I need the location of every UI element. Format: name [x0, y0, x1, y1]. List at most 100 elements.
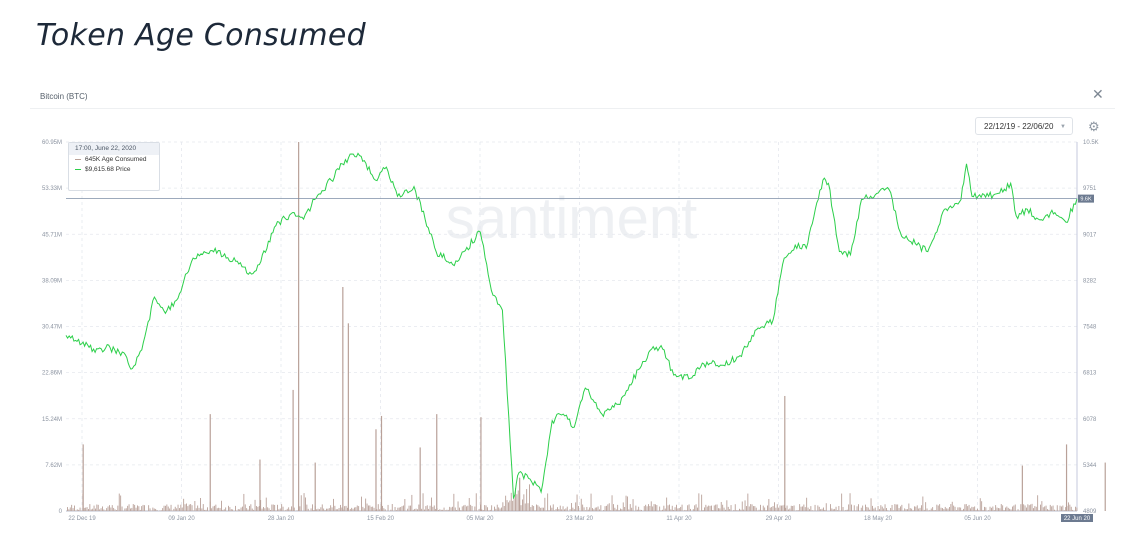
age-consumed-bar — [632, 499, 634, 511]
age-consumed-spike — [380, 415, 383, 511]
age-consumed-bar — [415, 508, 417, 511]
age-consumed-spike — [292, 389, 294, 511]
age-consumed-bar — [289, 509, 291, 511]
age-consumed-bar — [377, 504, 379, 511]
age-consumed-bar — [754, 506, 756, 511]
age-consumed-bar — [821, 508, 823, 511]
age-consumed-bar — [543, 507, 544, 511]
age-consumed-bar — [254, 499, 256, 511]
age-consumed-bar — [652, 506, 654, 511]
age-consumed-bar — [97, 504, 99, 511]
age-consumed-bar — [1003, 509, 1005, 511]
age-consumed-bar — [790, 505, 792, 511]
age-consumed-bar — [1070, 506, 1072, 511]
age-consumed-bar — [933, 510, 935, 511]
age-consumed-bar — [194, 501, 196, 511]
age-consumed-bar — [228, 505, 229, 511]
age-consumed-bar — [641, 509, 642, 511]
age-consumed-bar — [526, 489, 528, 511]
age-consumed-bar — [279, 508, 281, 511]
age-consumed-spike — [314, 462, 316, 511]
age-consumed-bar — [522, 499, 523, 511]
age-consumed-bar — [1027, 504, 1029, 511]
age-consumed-bar — [551, 507, 553, 511]
age-consumed-bar — [72, 508, 74, 511]
age-consumed-bar — [246, 508, 248, 511]
age-consumed-bar — [792, 505, 794, 511]
date-range-picker[interactable]: 22/12/19 - 22/06/20 ▼ — [975, 117, 1073, 135]
age-consumed-bar — [582, 504, 584, 511]
tooltip-row-price: $9,615.68 Price — [69, 165, 159, 175]
age-consumed-bar — [823, 507, 824, 511]
x-tick-label: 28 Jan 20 — [268, 516, 295, 522]
chart-plot[interactable]: santiment 0 4809 7.62M 5344 15.24M 6078 22.86M 6… — [30, 126, 1120, 536]
age-consumed-bar — [793, 505, 795, 511]
age-consumed-bar — [1030, 504, 1032, 511]
age-consumed-bar — [991, 507, 992, 511]
age-consumed-bar — [400, 507, 402, 511]
age-consumed-bar — [481, 509, 483, 511]
age-consumed-bar — [134, 504, 136, 511]
age-consumed-bar — [755, 507, 757, 511]
age-consumed-bar — [599, 509, 600, 511]
age-consumed-bar — [968, 504, 970, 511]
age-consumed-bar — [919, 507, 921, 511]
age-consumed-bar — [330, 505, 332, 511]
age-consumed-bar — [446, 509, 448, 511]
age-consumed-bar — [1013, 505, 1015, 511]
age-consumed-bar — [645, 504, 647, 511]
age-consumed-bar — [167, 506, 169, 511]
x-crosshair-label: 22 Jun 20 — [1064, 516, 1091, 522]
age-consumed-bar — [873, 508, 875, 511]
y-left-tick-label: 60.95M — [42, 140, 62, 146]
gear-icon[interactable]: ⚙ — [1088, 119, 1100, 134]
age-consumed-spike — [436, 414, 438, 511]
age-consumed-bar — [135, 507, 137, 511]
age-consumed-bar — [660, 510, 662, 511]
age-consumed-bar — [487, 507, 488, 511]
age-consumed-bar — [452, 506, 453, 511]
age-consumed-bar — [978, 510, 980, 511]
age-consumed-bar — [697, 507, 698, 511]
age-consumed-bar — [975, 509, 977, 511]
age-consumed-bar — [734, 504, 736, 511]
y-left-tick-label: 53.33M — [42, 186, 62, 192]
age-consumed-bar — [417, 509, 418, 511]
age-consumed-bar — [459, 507, 460, 511]
age-consumed-bar — [597, 506, 599, 511]
close-icon[interactable]: ✕ — [1092, 86, 1104, 102]
age-consumed-bar — [216, 508, 218, 511]
age-consumed-bar — [548, 510, 550, 511]
y-left-tick-label: 45.71M — [42, 232, 62, 238]
age-consumed-bar — [509, 500, 511, 511]
age-consumed-bar — [862, 505, 864, 511]
age-consumed-bar — [674, 507, 676, 511]
age-consumed-bar — [337, 509, 339, 511]
age-consumed-bar — [740, 509, 742, 511]
age-consumed-bar — [817, 505, 819, 511]
age-consumed-bar — [268, 508, 270, 511]
age-consumed-bar — [177, 504, 179, 511]
age-consumed-bar — [726, 500, 728, 511]
age-consumed-bar — [622, 502, 624, 511]
age-consumed-spike — [298, 142, 300, 511]
age-consumed-bar — [229, 507, 231, 511]
age-consumed-bar — [139, 509, 141, 511]
age-consumed-bar — [341, 507, 343, 511]
age-consumed-bar — [900, 506, 901, 511]
age-consumed-bar — [648, 504, 649, 511]
age-consumed-bar — [600, 505, 602, 511]
age-consumed-bar — [656, 505, 658, 511]
age-consumed-bar — [765, 510, 767, 511]
age-consumed-bar — [951, 501, 953, 511]
age-consumed-bar — [397, 507, 399, 511]
age-consumed-bar — [333, 498, 334, 511]
age-consumed-bar — [846, 509, 848, 511]
age-consumed-bar — [615, 509, 617, 511]
age-consumed-bar — [702, 509, 704, 511]
age-consumed-bar — [117, 505, 119, 511]
age-consumed-bar — [853, 505, 855, 511]
y-right-tick-label: 10.5K — [1083, 140, 1099, 146]
age-consumed-bar — [1024, 505, 1026, 511]
age-consumed-bar — [407, 508, 409, 511]
